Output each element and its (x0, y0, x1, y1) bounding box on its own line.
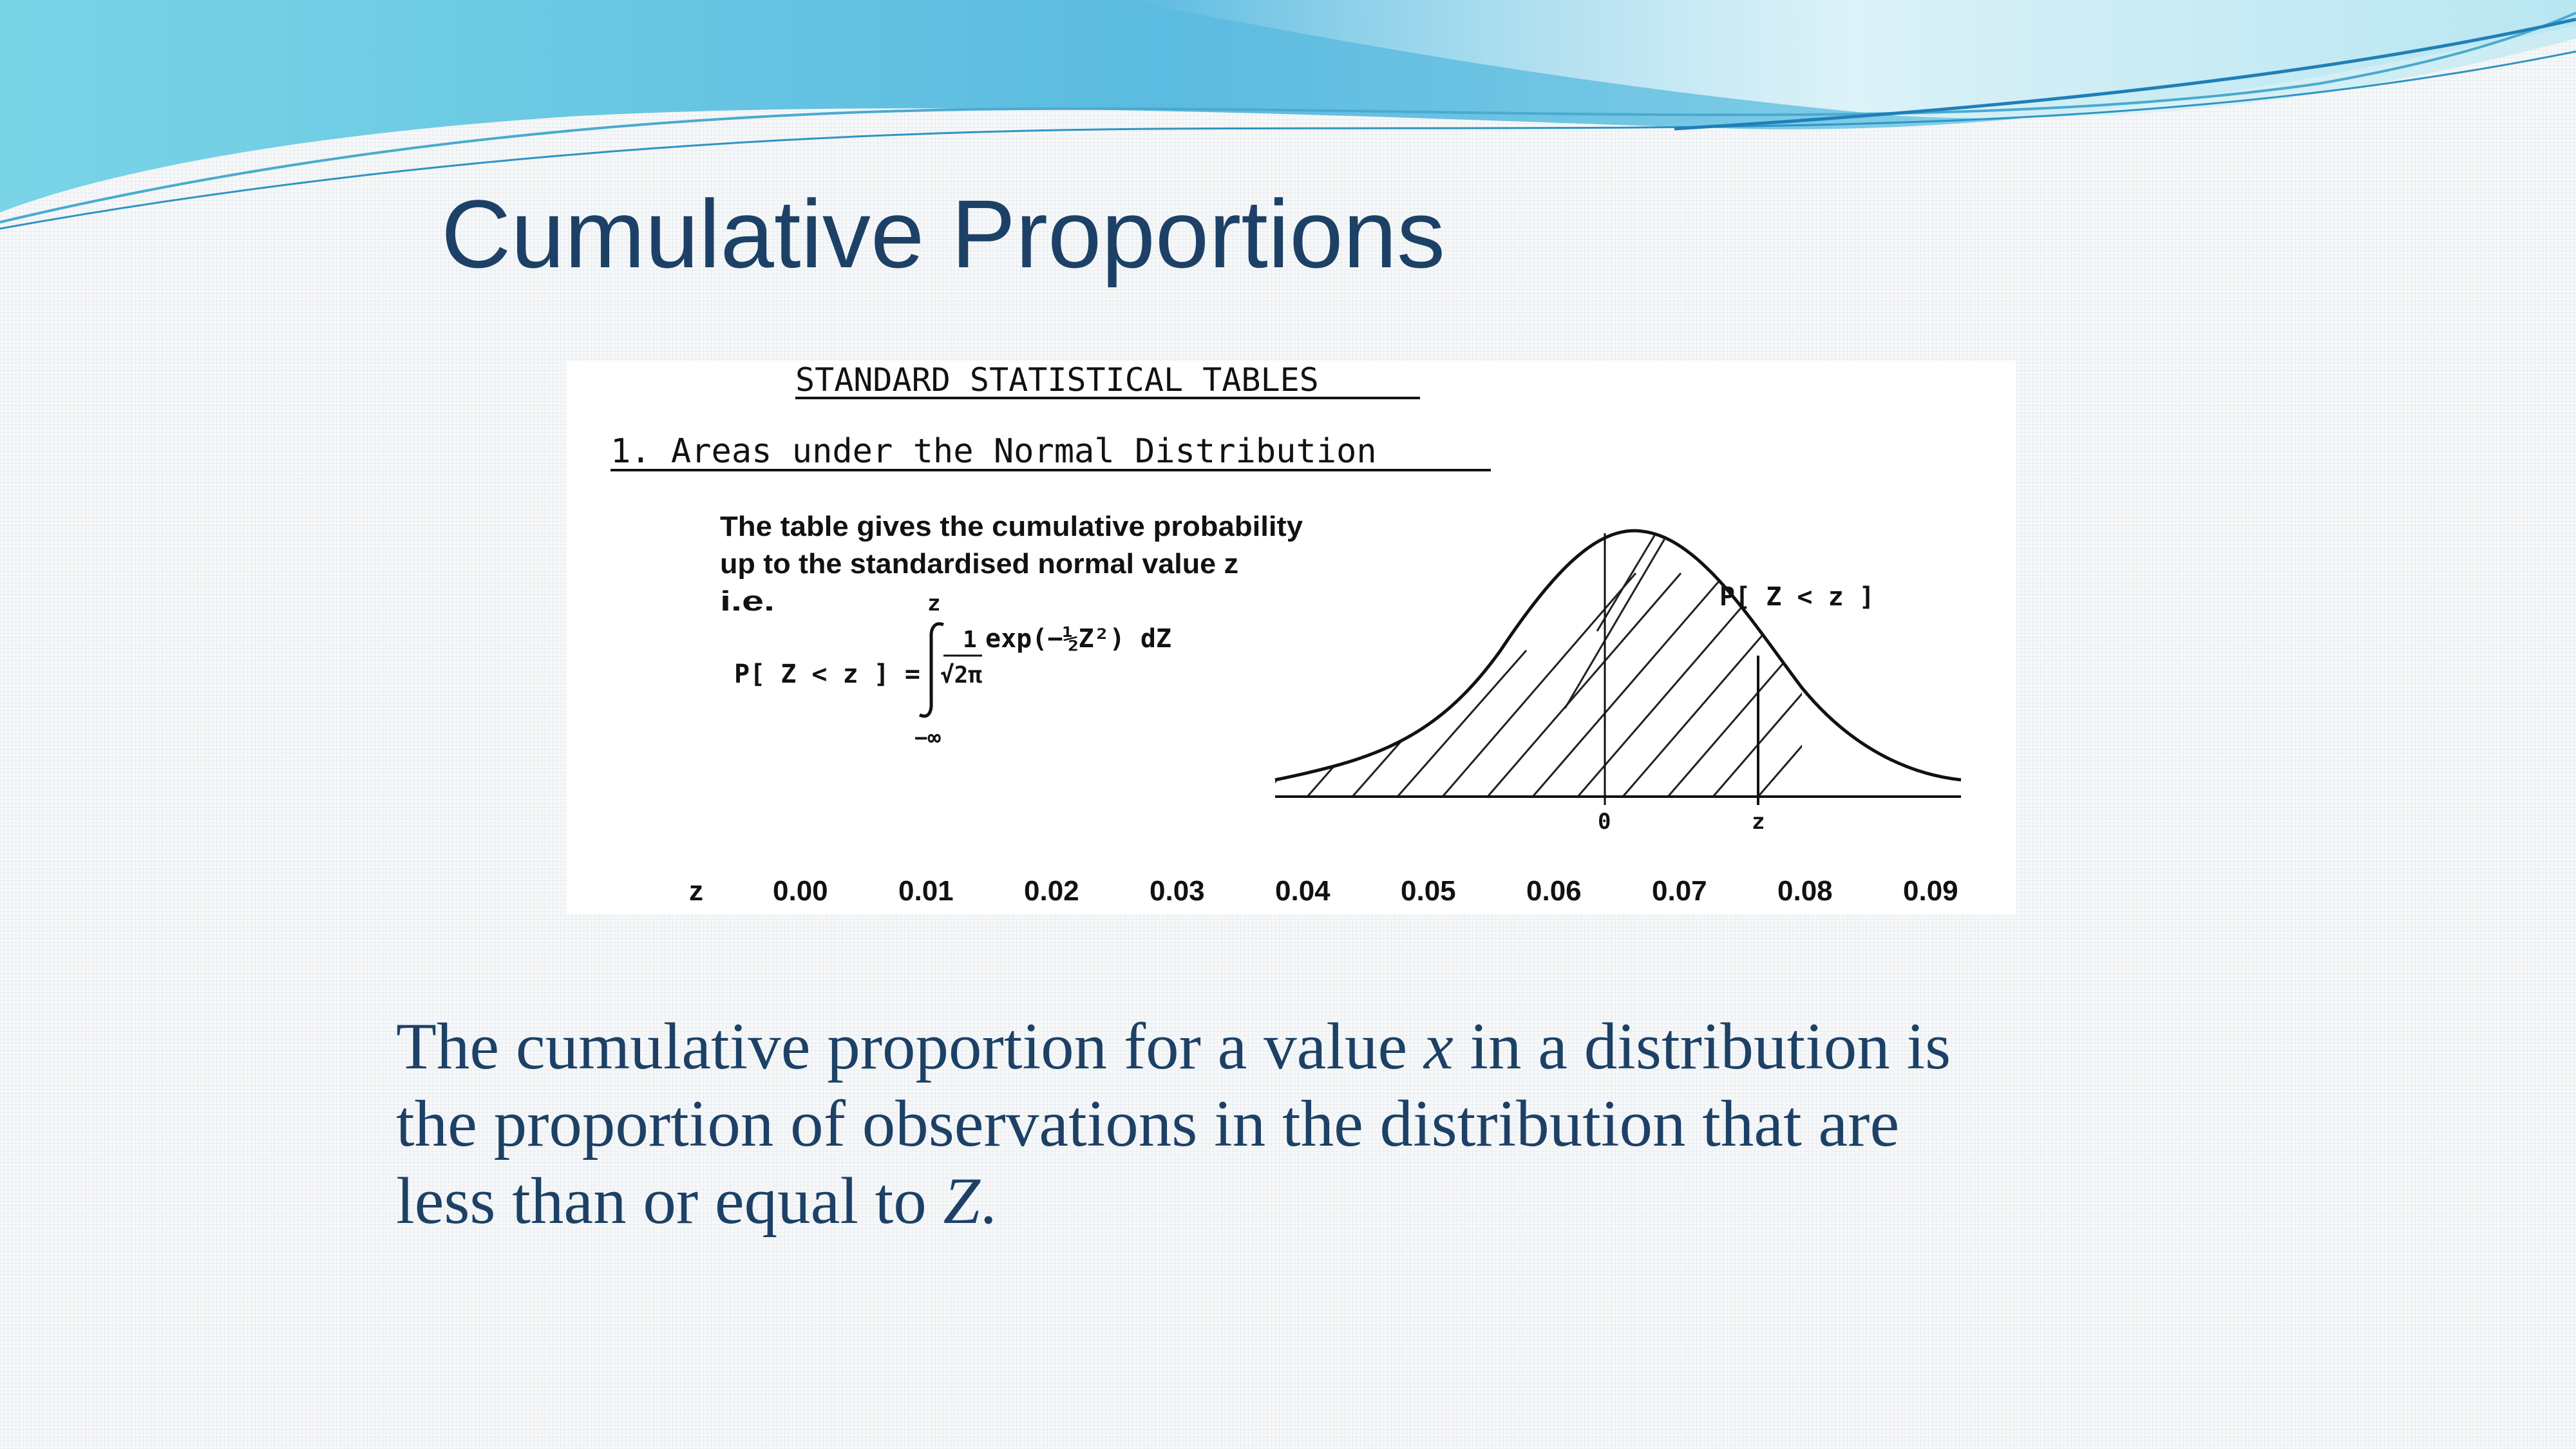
column-header: 0.04 (1275, 875, 1331, 907)
axis-label-zero: 0 (1598, 809, 1611, 835)
definition-text: . (980, 1164, 997, 1238)
column-header: 0.03 (1150, 875, 1205, 907)
definition-text: The cumulative proportion for a value (396, 1010, 1424, 1083)
column-header-z: z (689, 875, 703, 907)
description-line-3: i.e. (720, 585, 775, 617)
formula-lower-limit: −∞ (914, 725, 941, 751)
definition-paragraph: The cumulative proportion for a value x … (396, 1008, 2135, 1240)
column-header: 0.05 (1401, 875, 1456, 907)
column-header: 0.06 (1526, 875, 1582, 907)
description-line-1: The table gives the cumulative probabili… (720, 511, 1303, 542)
normal-curve-diagram: 0 z P[ Z < z ] (1274, 529, 1962, 835)
integral-sign (918, 622, 944, 718)
integral-formula: P[ Z < z ] = z −∞ 1 √2π exp(−½Z²) dZ (734, 591, 1171, 751)
column-header: 0.07 (1652, 875, 1707, 907)
definition-text: less than or equal to (396, 1164, 943, 1238)
math-variable-z: Z (943, 1164, 980, 1238)
math-variable-x: x (1423, 1010, 1454, 1083)
decorative-wave-header (0, 0, 2576, 230)
formula-denominator: √2π (940, 662, 982, 688)
column-header: 0.00 (773, 875, 828, 907)
formula-lhs: P[ Z < z ] = (734, 659, 920, 689)
definition-text: the proportion of observations in the di… (396, 1087, 1900, 1160)
column-header: 0.01 (898, 875, 954, 907)
axis-label-z: z (1752, 809, 1765, 835)
normal-curve (1274, 529, 1962, 782)
formula-integrand: exp(−½Z²) dZ (985, 624, 1171, 654)
statistical-table-image: STANDARD STATISTICAL TABLES 1. Areas und… (567, 361, 2016, 914)
formula-upper-limit: z (927, 591, 940, 616)
column-header: 0.02 (1024, 875, 1079, 907)
slide-title: Cumulative Proportions (441, 180, 1446, 288)
curve-probability-label: P[ Z < z ] (1719, 582, 1875, 612)
table-heading: STANDARD STATISTICAL TABLES (795, 361, 1319, 399)
column-header: 0.08 (1777, 875, 1833, 907)
column-header: 0.09 (1903, 875, 1958, 907)
description-line-2: up to the standardised normal value z (720, 548, 1238, 580)
definition-text: in a distribution is (1453, 1010, 1951, 1083)
table-column-header-row: z 0.00 0.01 0.02 0.03 0.04 0.05 0.06 0.0… (689, 875, 1958, 907)
table-section-title: 1. Areas under the Normal Distribution (611, 432, 1377, 471)
formula-numerator: 1 (963, 627, 977, 653)
